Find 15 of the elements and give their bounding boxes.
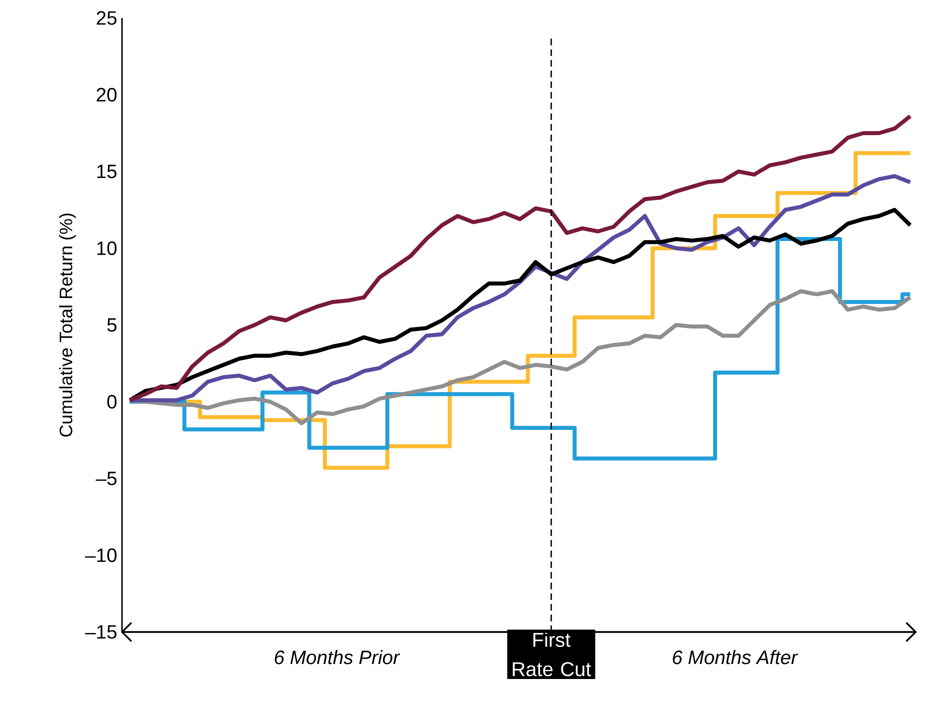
y-tick-label: –15: [85, 625, 116, 639]
line-series: [128, 114, 912, 402]
y-tick-label: 20: [96, 88, 117, 102]
y-tick-label: 10: [97, 241, 117, 256]
y-tick-label: 25: [96, 11, 116, 25]
y-tick-label: 0: [107, 394, 117, 409]
y-tick-label: –5: [96, 472, 116, 486]
y-tick-label: 15: [97, 164, 116, 178]
y-tick-label: –10: [85, 548, 117, 562]
y-axis-title: Cumulative Total Return (%): [59, 214, 76, 437]
x-tick-label: First Rate Cut: [512, 632, 592, 676]
text: 6 Months After: [672, 650, 798, 664]
line-series: [128, 289, 912, 426]
y-tick-label: 5: [107, 318, 116, 332]
text: 6 Months Prior: [274, 650, 400, 664]
